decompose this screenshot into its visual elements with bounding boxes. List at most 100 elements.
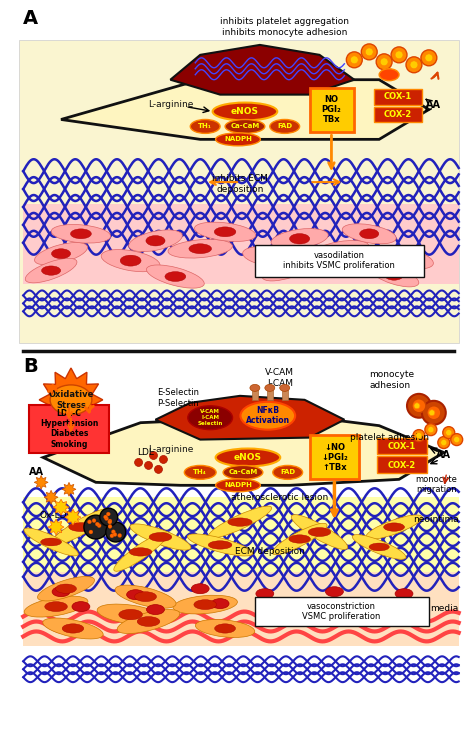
- Ellipse shape: [43, 618, 103, 639]
- Circle shape: [395, 51, 403, 59]
- Ellipse shape: [55, 584, 76, 593]
- Ellipse shape: [369, 543, 389, 551]
- Text: COX-2: COX-2: [384, 110, 412, 119]
- Ellipse shape: [114, 533, 167, 571]
- Ellipse shape: [97, 604, 164, 625]
- Text: A: A: [23, 9, 38, 27]
- Text: Ca-CaM: Ca-CaM: [228, 469, 257, 475]
- Polygon shape: [53, 499, 69, 515]
- Ellipse shape: [146, 604, 164, 615]
- Circle shape: [118, 534, 122, 537]
- Text: media: media: [430, 604, 459, 613]
- Ellipse shape: [215, 624, 236, 633]
- Bar: [377, 438, 427, 455]
- Polygon shape: [65, 509, 81, 525]
- Circle shape: [110, 534, 114, 538]
- Ellipse shape: [262, 256, 317, 281]
- Text: FAD: FAD: [277, 123, 292, 129]
- Ellipse shape: [405, 604, 423, 615]
- Circle shape: [346, 52, 362, 68]
- Text: inhibits ECM
deposition: inhibits ECM deposition: [212, 174, 268, 194]
- Text: V-CAM
I-CAM
Selectin: V-CAM I-CAM Selectin: [198, 410, 223, 426]
- Bar: [282, 390, 288, 400]
- Ellipse shape: [271, 229, 328, 249]
- Ellipse shape: [250, 384, 260, 391]
- Circle shape: [159, 455, 167, 463]
- Ellipse shape: [213, 103, 277, 120]
- Circle shape: [111, 530, 115, 534]
- Ellipse shape: [188, 406, 233, 430]
- Ellipse shape: [395, 589, 413, 599]
- Ellipse shape: [326, 587, 343, 596]
- Ellipse shape: [137, 616, 160, 627]
- Circle shape: [95, 522, 99, 526]
- Circle shape: [410, 61, 418, 69]
- Circle shape: [145, 461, 153, 469]
- Circle shape: [89, 530, 93, 534]
- Circle shape: [391, 47, 407, 63]
- Ellipse shape: [256, 589, 274, 599]
- Ellipse shape: [216, 479, 260, 492]
- Circle shape: [100, 508, 118, 526]
- Ellipse shape: [280, 263, 300, 274]
- Circle shape: [108, 520, 112, 524]
- Ellipse shape: [383, 523, 404, 531]
- Text: LDL-C
Hypertension
Diabetes
Smoking: LDL-C Hypertension Diabetes Smoking: [40, 409, 98, 449]
- Ellipse shape: [25, 258, 77, 283]
- Circle shape: [443, 427, 455, 438]
- Circle shape: [365, 48, 373, 56]
- Ellipse shape: [146, 265, 204, 288]
- Ellipse shape: [265, 384, 275, 391]
- Circle shape: [92, 519, 96, 523]
- Ellipse shape: [189, 244, 211, 254]
- Circle shape: [416, 432, 422, 438]
- Ellipse shape: [72, 601, 90, 612]
- Ellipse shape: [211, 599, 229, 609]
- Text: V-CAM
I-CAM: V-CAM I-CAM: [265, 368, 294, 387]
- Ellipse shape: [184, 466, 216, 480]
- Text: neointima: neointima: [413, 514, 459, 524]
- Polygon shape: [155, 396, 345, 440]
- Ellipse shape: [240, 401, 295, 430]
- Ellipse shape: [149, 533, 172, 542]
- Ellipse shape: [62, 624, 84, 633]
- Text: NADPH: NADPH: [224, 483, 252, 489]
- Polygon shape: [62, 483, 76, 496]
- Polygon shape: [44, 490, 58, 504]
- Ellipse shape: [400, 254, 418, 263]
- Ellipse shape: [129, 548, 152, 556]
- Ellipse shape: [127, 590, 145, 600]
- Ellipse shape: [270, 120, 300, 134]
- Text: NO
PGI₂
TBx: NO PGI₂ TBx: [321, 94, 341, 125]
- Ellipse shape: [135, 592, 156, 601]
- Text: B: B: [23, 356, 38, 376]
- Text: ECM deposition: ECM deposition: [235, 548, 305, 556]
- Text: Ca-CaM: Ca-CaM: [230, 123, 260, 129]
- Circle shape: [414, 403, 420, 409]
- Ellipse shape: [329, 246, 350, 255]
- Ellipse shape: [346, 601, 363, 612]
- Ellipse shape: [280, 384, 290, 391]
- Polygon shape: [61, 80, 429, 139]
- Text: AA: AA: [436, 450, 451, 461]
- Circle shape: [441, 440, 447, 446]
- Circle shape: [406, 57, 422, 73]
- Ellipse shape: [37, 576, 94, 601]
- Ellipse shape: [260, 252, 279, 262]
- Ellipse shape: [71, 229, 91, 238]
- Ellipse shape: [243, 246, 297, 266]
- Text: COX-1: COX-1: [384, 92, 412, 101]
- Circle shape: [413, 430, 425, 441]
- Ellipse shape: [51, 224, 110, 243]
- Polygon shape: [39, 368, 103, 432]
- Circle shape: [425, 54, 433, 62]
- Ellipse shape: [208, 541, 232, 549]
- Circle shape: [451, 434, 463, 446]
- Circle shape: [421, 50, 437, 66]
- Ellipse shape: [216, 449, 280, 466]
- Ellipse shape: [165, 272, 186, 281]
- Ellipse shape: [45, 601, 67, 612]
- Bar: [267, 390, 273, 400]
- Circle shape: [425, 424, 437, 435]
- Circle shape: [438, 437, 450, 449]
